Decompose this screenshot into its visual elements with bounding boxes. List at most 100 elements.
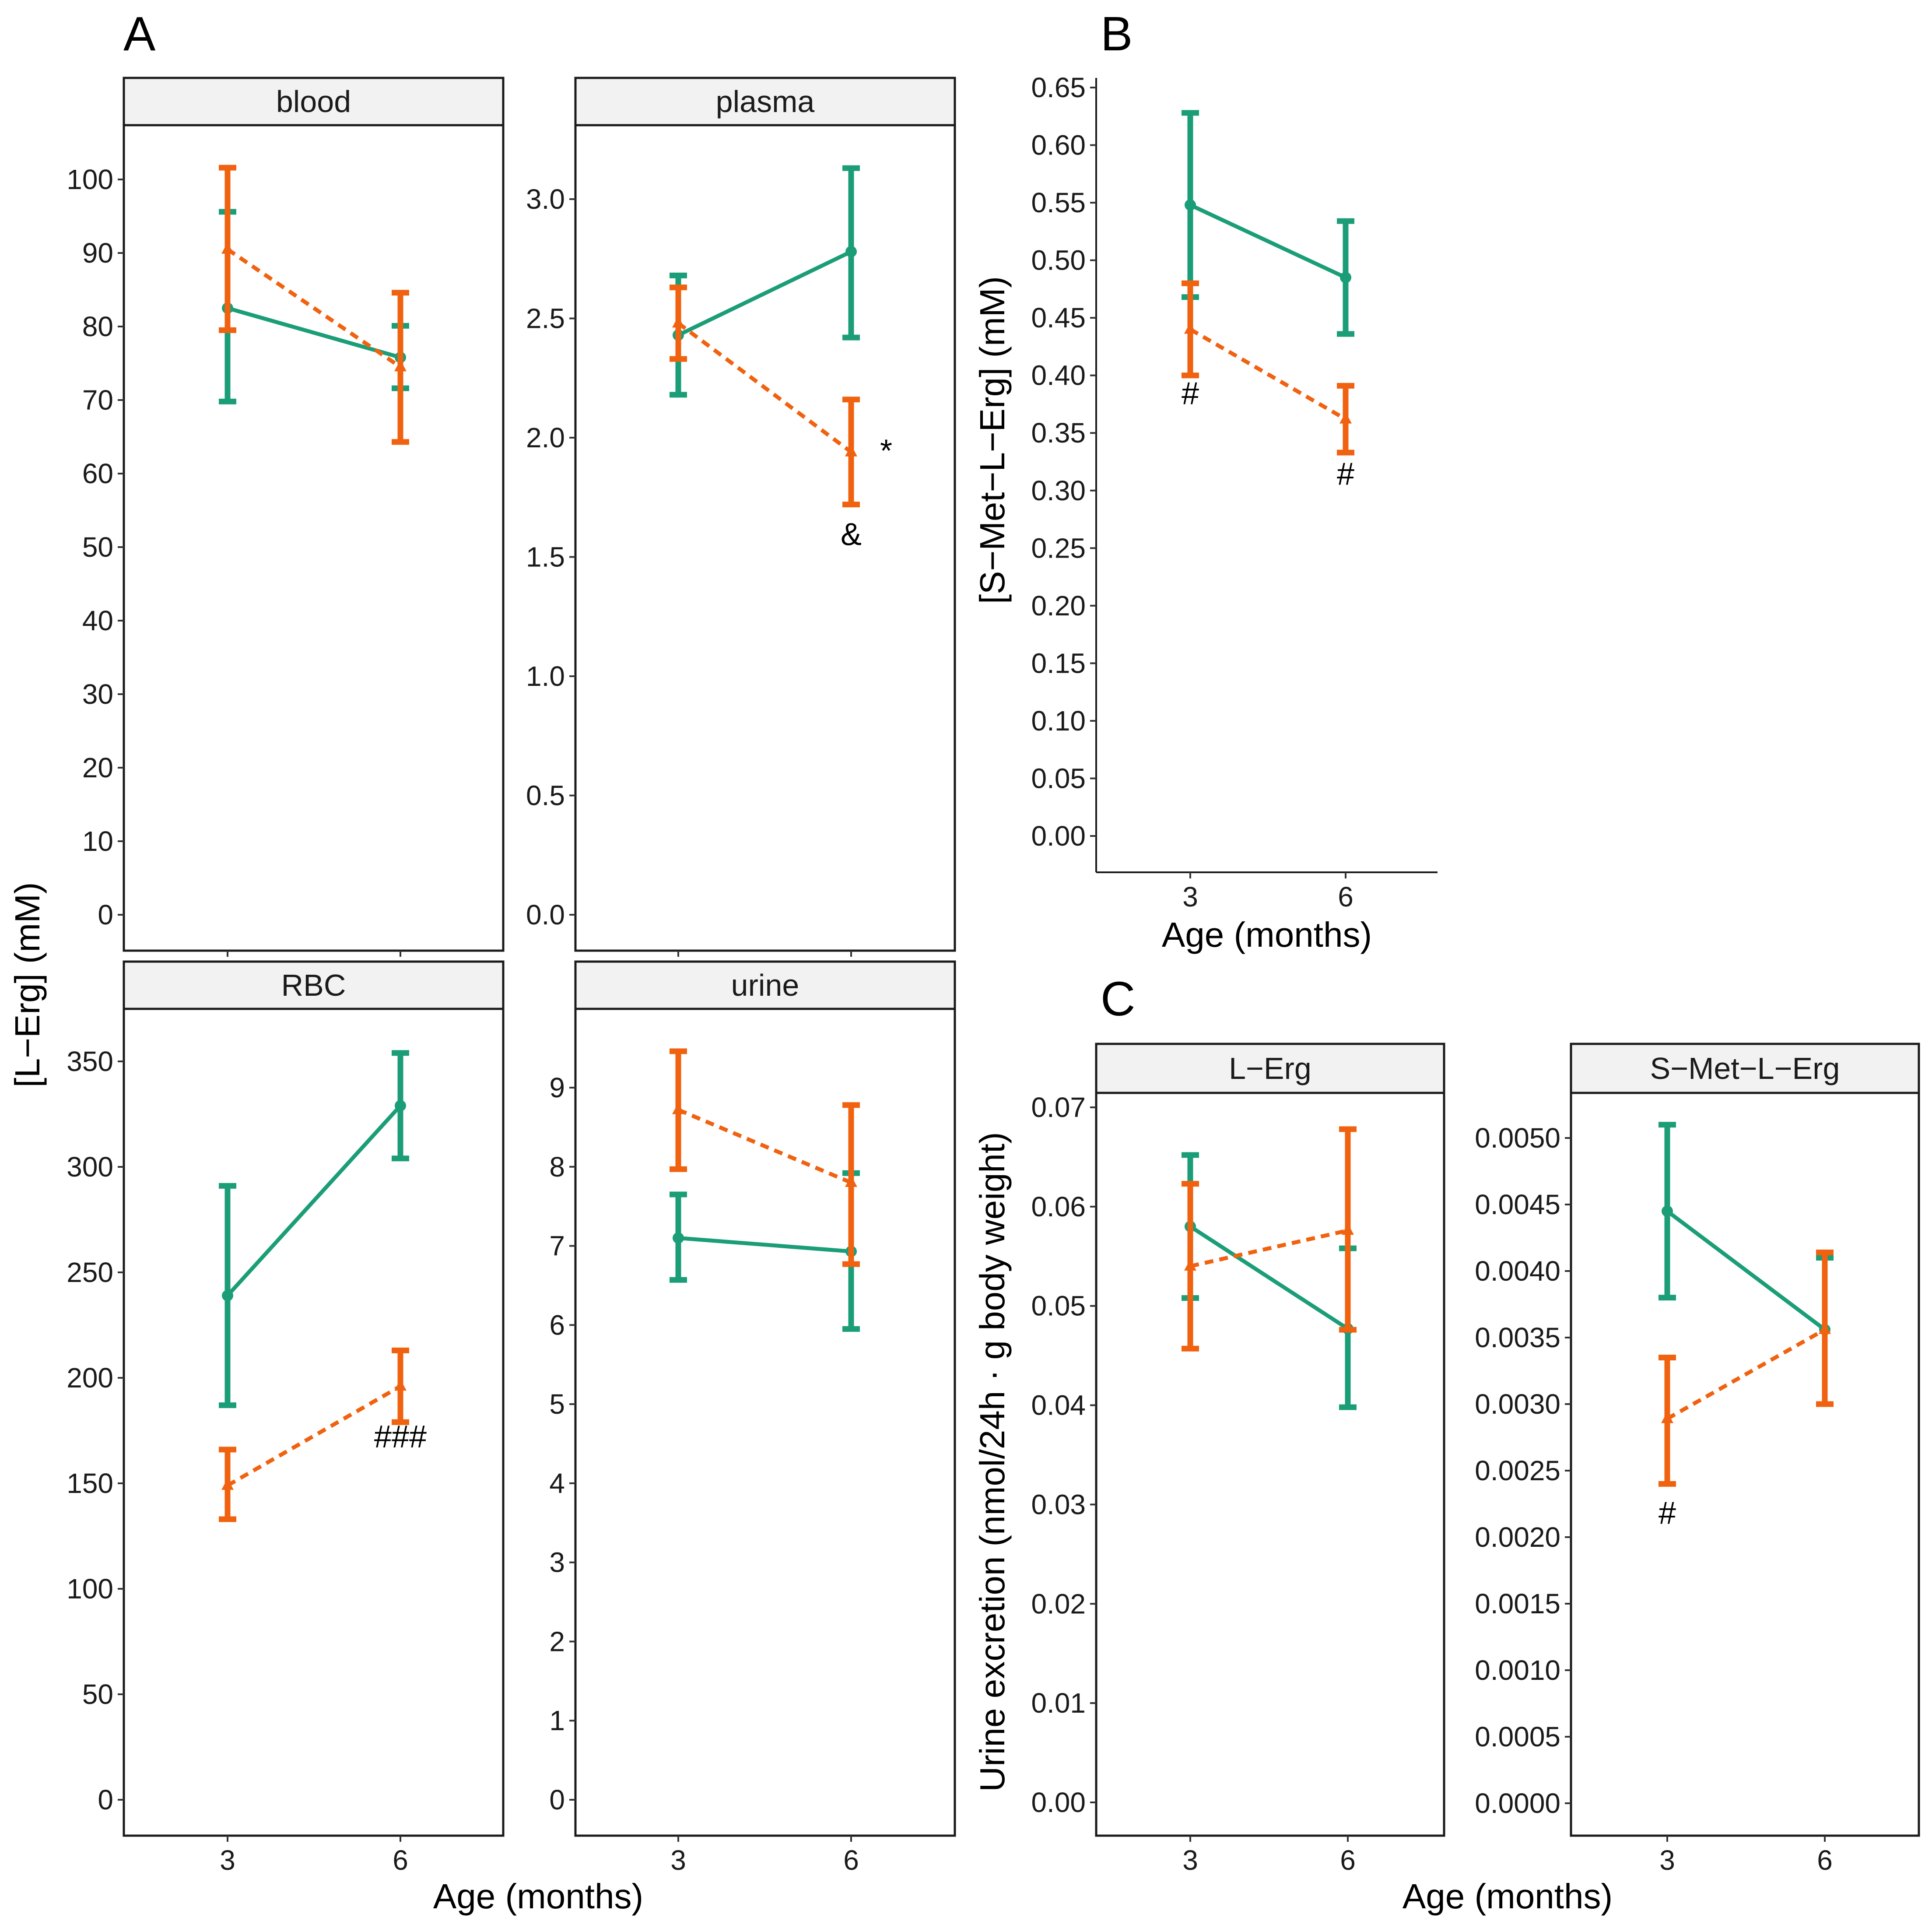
strip-label: plasma — [716, 84, 815, 119]
y-tick-label: 0.30 — [1031, 475, 1086, 506]
x-tick-label: 3 — [1182, 1844, 1198, 1876]
y-tick-label: 0.0005 — [1475, 1721, 1560, 1752]
panel-letter-b: B — [1101, 7, 1133, 61]
y-tick-label: 3 — [549, 1547, 565, 1578]
panel-frame — [123, 124, 505, 952]
significance-annotation: & — [841, 517, 862, 552]
chart-a-blood: blood 0 10 20 30 40 50 60 70 80 90 100 — [67, 77, 505, 957]
data-point-group_a — [395, 1100, 406, 1112]
y-tick-label: 0.0010 — [1475, 1654, 1560, 1686]
y-tick-label: 300 — [67, 1151, 113, 1183]
y-tick-label: 0.04 — [1031, 1390, 1086, 1421]
y-tick-label: 0 — [98, 1784, 113, 1816]
series-line-group_b — [1666, 1327, 1826, 1421]
y-tick-label: 0.06 — [1031, 1191, 1086, 1222]
x-tick-label: 6 — [393, 1844, 408, 1876]
y-tick-label: 5 — [549, 1388, 565, 1420]
y-tick-label: 50 — [82, 1679, 113, 1710]
x-tick-label: 6 — [1338, 881, 1353, 913]
data-point-group_a — [845, 246, 857, 257]
data-point-group_a — [1340, 272, 1351, 284]
y-tick-label: 7 — [549, 1230, 565, 1262]
x-axis-title: Age (months) — [1162, 915, 1372, 954]
significance-annotation: # — [1182, 376, 1199, 411]
y-tick-label: 60 — [82, 458, 113, 489]
y-tick-label: 3.0 — [526, 183, 565, 215]
a-x-axis-title: Age (months) — [433, 1877, 643, 1916]
chart-a-rbc: RBC 0 50 100 150 200 250 300 350 3 6 ### — [67, 960, 505, 1876]
x-tick-label: 3 — [1182, 881, 1198, 913]
y-tick-label: 150 — [67, 1468, 113, 1499]
chart-a-plasma: plasma 0.0 0.5 1.0 1.5 2.0 2.5 3.0 * & — [526, 77, 956, 957]
data-point-group_b — [394, 360, 407, 372]
data-point-group_b — [221, 1478, 234, 1490]
y-tick-label: 0.03 — [1031, 1489, 1086, 1520]
significance-annotation: # — [1337, 457, 1354, 492]
chart-c-s-met-l-erg: S−Met−L−Erg 0.0000 0.0005 0.0010 0.0015 0.002… — [1475, 1043, 1920, 1876]
panel-letter-c: C — [1101, 972, 1135, 1026]
y-tick-label: 0.65 — [1031, 72, 1086, 103]
y-tick-label: 0.5 — [526, 780, 565, 811]
strip-a-plasma — [574, 77, 956, 126]
x-tick-label: 3 — [670, 1844, 686, 1876]
series-line-group_a — [227, 306, 401, 359]
a-y-axis-title: [L−Erg] (mM) — [8, 882, 47, 1088]
y-tick-label: 2 — [549, 1626, 565, 1657]
chart-a-urine: urine 0 1 2 3 4 5 6 7 8 9 3 6 — [549, 960, 956, 1876]
y-tick-label: 50 — [82, 531, 113, 563]
strip-label: L−Erg — [1229, 1051, 1311, 1085]
y-tick-label: 0.40 — [1031, 360, 1086, 391]
y-tick-label: 8 — [549, 1151, 565, 1183]
strip-label: urine — [731, 968, 799, 1002]
series-line-group_a — [677, 249, 852, 337]
y-tick-label: 4 — [549, 1468, 565, 1499]
y-tick-label: 0.00 — [1031, 1787, 1086, 1818]
data-point-group_b — [394, 1379, 407, 1391]
data-point-group_a — [673, 1232, 684, 1244]
chart-c-l-erg: L−Erg 0.00 0.01 0.02 0.03 0.04 0.05 0.06 0.07 3 6 — [1031, 1043, 1445, 1876]
y-tick-label: 2.5 — [526, 303, 565, 334]
y-tick-label: 100 — [67, 1573, 113, 1605]
y-tick-label: 0 — [98, 899, 113, 931]
series-line-group_b — [226, 1384, 402, 1487]
data-point-group_b — [1819, 1322, 1831, 1334]
y-tick-label: 80 — [82, 311, 113, 342]
data-point-group_b — [672, 316, 684, 328]
c-x-axis-title: Age (months) — [1403, 1877, 1613, 1916]
y-tick-label: 0.20 — [1031, 590, 1086, 622]
y-tick-label: 0.35 — [1031, 417, 1086, 449]
y-tick-label: 0 — [549, 1784, 565, 1816]
y-tick-label: 1 — [549, 1705, 565, 1736]
chart-b: 0.00 0.05 0.10 0.15 0.20 0.25 0.30 0.35 0.40 0.45… — [973, 72, 1438, 954]
panel-frame — [574, 124, 956, 952]
data-point-group_b — [845, 445, 857, 457]
series-line-group_a — [678, 1236, 852, 1254]
panel-frame — [123, 1008, 505, 1837]
data-point-group_a — [1185, 199, 1196, 211]
data-point-group_a — [222, 1290, 233, 1302]
y-tick-label: 0.0000 — [1475, 1788, 1560, 1819]
series-line-group_a — [1189, 203, 1346, 280]
panel-frame — [1570, 1092, 1920, 1837]
y-tick-label: 0.0 — [526, 899, 565, 931]
y-tick-label: 40 — [82, 605, 113, 636]
strip-c-l-erg — [1095, 1043, 1445, 1094]
y-tick-label: 0.55 — [1031, 187, 1086, 218]
y-tick-label: 0.0045 — [1475, 1189, 1560, 1220]
data-point-group_b — [221, 242, 234, 254]
significance-annotation: # — [1659, 1496, 1676, 1531]
y-tick-label: 1.5 — [526, 541, 565, 573]
y-tick-label: 0.0020 — [1475, 1521, 1560, 1553]
x-tick-label: 3 — [1659, 1844, 1675, 1876]
data-point-group_b — [845, 1175, 857, 1187]
y-tick-label: 1.0 — [526, 660, 565, 692]
c-y-axis-title: Urine excretion (nmol/24h · g body weigh… — [973, 1132, 1012, 1791]
y-tick-label: 6 — [549, 1309, 565, 1341]
strip-label: RBC — [281, 968, 346, 1002]
data-point-group_b — [1184, 1259, 1196, 1271]
y-tick-label: 0.05 — [1031, 1290, 1086, 1322]
series-line-group_b — [1189, 327, 1347, 421]
series-line-group_b — [677, 1108, 852, 1185]
y-tick-label: 0.0025 — [1475, 1455, 1560, 1486]
